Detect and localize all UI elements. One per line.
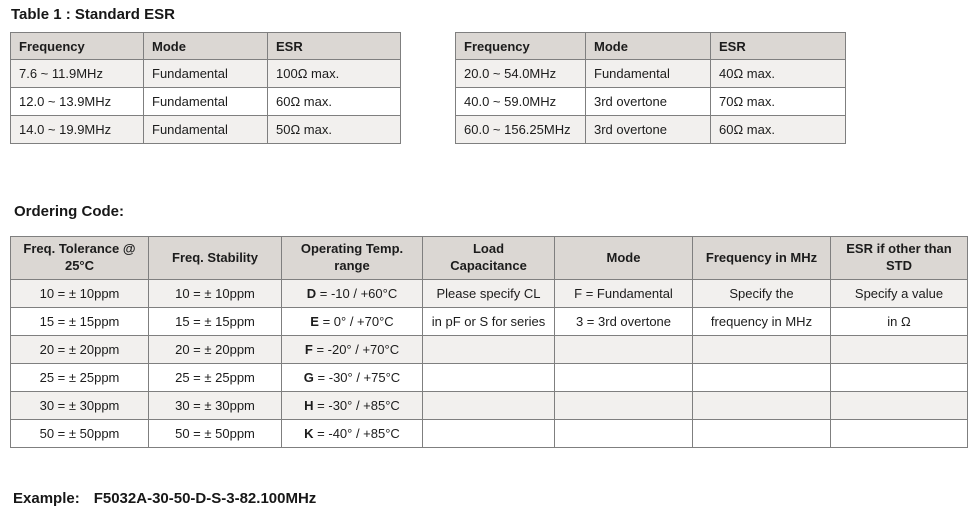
column-header: Freq. Tolerance @ 25°C [10,236,149,280]
table-cell: 40.0 ~ 59.0MHz [455,87,586,116]
table-cell: in Ω [830,307,968,336]
column-header: Mode [554,236,693,280]
table-cell: 10 = ± 10ppm [10,279,149,308]
table-cell: F = Fundamental [554,279,693,308]
table-cell: Specify a value [830,279,968,308]
table-cell [422,419,555,448]
table-cell: Specify the [692,279,831,308]
table-cell: Please specify CL [422,279,555,308]
table-row: 12.0 ~ 13.9MHz Fundamental 60Ω max. [10,87,401,116]
table-cell [554,419,693,448]
table-cell: 10 = ± 10ppm [148,279,282,308]
table-cell [692,419,831,448]
table-row: 40.0 ~ 59.0MHz 3rd overtone 70Ω max. [455,87,846,116]
header-row: Freq. Tolerance @ 25°C Freq. Stability Ope… [10,236,968,280]
table-cell: F = -20° / +70°C [281,335,423,364]
table-cell: 3rd overtone [585,115,711,144]
table-cell: 12.0 ~ 13.9MHz [10,87,144,116]
table-cell: 14.0 ~ 19.9MHz [10,115,144,144]
table-row: 25 = ± 25ppm 25 = ± 25ppm G = -30° / +75°C [10,363,968,392]
table-cell: 20.0 ~ 54.0MHz [455,59,586,88]
table-cell: 3rd overtone [585,87,711,116]
table-cell [830,391,968,420]
table-cell: Fundamental [585,59,711,88]
column-header: Mode [585,32,711,60]
table-cell: Fundamental [143,87,268,116]
table-cell: D = -10 / +60°C [281,279,423,308]
table-cell: 30 = ± 30ppm [10,391,149,420]
column-header: ESR if other than STD [830,236,968,280]
table-cell: H = -30° / +85°C [281,391,423,420]
table-cell [692,363,831,392]
ordering-code-table: Freq. Tolerance @ 25°C Freq. Stability Ope… [10,236,968,448]
table-row: 7.6 ~ 11.9MHz Fundamental 100Ω max. [10,59,401,88]
table-cell: 70Ω max. [710,87,846,116]
table-cell [830,335,968,364]
table-row: 14.0 ~ 19.9MHz Fundamental 50Ω max. [10,115,401,144]
table-cell: frequency in MHz [692,307,831,336]
column-header: ESR [710,32,846,60]
table-cell: 30 = ± 30ppm [148,391,282,420]
example-code: F5032A-30-50-D-S-3-82.100MHz [93,490,317,507]
table-cell [554,391,693,420]
table1-title: Table 1 : Standard ESR [11,6,175,23]
column-header: Mode [143,32,268,60]
table-row: 60.0 ~ 156.25MHz 3rd overtone 60Ω max. [455,115,846,144]
table-cell: K = -40° / +85°C [281,419,423,448]
standard-esr-table-left: Frequency Mode ESR 7.6 ~ 11.9MHz Fundamental… [10,32,401,144]
table-cell: Fundamental [143,59,268,88]
table-cell: G = -30° / +75°C [281,363,423,392]
table-cell: 50 = ± 50ppm [10,419,149,448]
column-header: Frequency in MHz [692,236,831,280]
table-cell: E = 0° / +70°C [281,307,423,336]
table-cell: 50Ω max. [267,115,401,144]
standard-esr-table-right: Frequency Mode ESR 20.0 ~ 54.0MHz Fundamenta… [455,32,846,144]
table-row: 10 = ± 10ppm 10 = ± 10ppm D = -10 / +60°C P… [10,279,968,308]
column-header: ESR [267,32,401,60]
table-cell: 100Ω max. [267,59,401,88]
table-cell: 50 = ± 50ppm [148,419,282,448]
table-cell: 15 = ± 15ppm [10,307,149,336]
table-cell: 25 = ± 25ppm [10,363,149,392]
table-row: 50 = ± 50ppm 50 = ± 50ppm K = -40° / +85°C [10,419,968,448]
table-cell: 15 = ± 15ppm [148,307,282,336]
ordering-code-title: Ordering Code: [14,203,125,220]
table-cell [692,335,831,364]
table-row: 20 = ± 20ppm 20 = ± 20ppm F = -20° / +70°C [10,335,968,364]
column-header: Operating Temp. range [281,236,423,280]
table-cell: in pF or S for series [422,307,555,336]
table-cell: 20 = ± 20ppm [148,335,282,364]
header-row: Frequency Mode ESR [455,32,846,60]
table-cell [830,419,968,448]
table-cell [422,391,555,420]
example-label: Example: [13,490,80,507]
example-line: Example: F5032A-30-50-D-S-3-82.100MHz [13,490,316,507]
header-row: Frequency Mode ESR [10,32,401,60]
table-row: 30 = ± 30ppm 30 = ± 30ppm H = -30° / +85°C [10,391,968,420]
table-cell: 60.0 ~ 156.25MHz [455,115,586,144]
column-header: Load Capacitance [422,236,555,280]
table-cell [422,363,555,392]
table-cell: Fundamental [143,115,268,144]
column-header: Frequency [455,32,586,60]
table-cell: 60Ω max. [267,87,401,116]
table-cell [422,335,555,364]
table-cell [830,363,968,392]
column-header: Freq. Stability [148,236,282,280]
table-row: 20.0 ~ 54.0MHz Fundamental 40Ω max. [455,59,846,88]
table-cell [554,335,693,364]
table-cell [692,391,831,420]
table-cell: 20 = ± 20ppm [10,335,149,364]
table-cell: 3 = 3rd overtone [554,307,693,336]
table-cell: 7.6 ~ 11.9MHz [10,59,144,88]
table-row: 15 = ± 15ppm 15 = ± 15ppm E = 0° / +70°C in… [10,307,968,336]
column-header: Frequency [10,32,144,60]
table-cell: 60Ω max. [710,115,846,144]
table-cell: 25 = ± 25ppm [148,363,282,392]
table-cell: 40Ω max. [710,59,846,88]
table-cell [554,363,693,392]
